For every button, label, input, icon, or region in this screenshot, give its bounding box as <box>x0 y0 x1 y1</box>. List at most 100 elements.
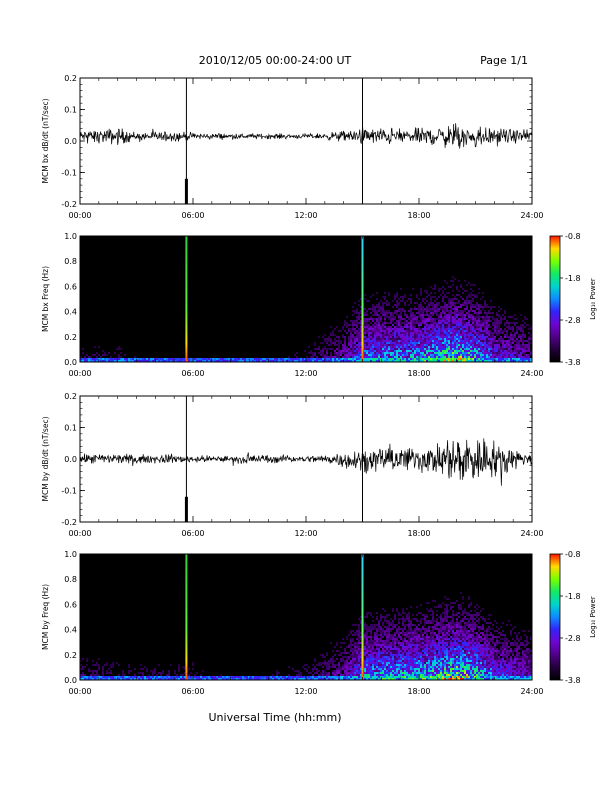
spectrogram-cell <box>296 670 298 672</box>
spectrogram-cell <box>450 342 452 344</box>
spectrogram-cell <box>512 338 514 340</box>
spectrogram-cell <box>134 358 136 360</box>
spectrogram-cell <box>522 324 524 326</box>
spectrogram-cell <box>408 672 410 674</box>
spectrogram-cell <box>102 678 104 680</box>
spectrogram-cell <box>414 302 416 304</box>
spectrogram-cell <box>496 312 498 314</box>
spectrogram-cell <box>440 348 442 350</box>
spectrogram-cell <box>376 312 378 314</box>
spectrogram-cell <box>446 282 448 284</box>
spectrogram-cell <box>382 296 384 298</box>
spectrogram-cell <box>434 334 436 336</box>
spectrogram-cell <box>424 632 426 634</box>
spectrogram-cell <box>82 666 84 668</box>
spectrogram-cell <box>472 344 474 346</box>
spectrogram-cell <box>410 320 412 322</box>
spectrogram-cell <box>364 314 366 316</box>
spectrogram-cell <box>376 670 378 672</box>
spectrogram-cell <box>380 330 382 332</box>
spectrogram-cell <box>426 674 428 676</box>
spectrogram-cell <box>404 356 406 358</box>
spectrogram-cell <box>474 346 476 348</box>
spectrogram-cell <box>356 658 358 660</box>
spectrogram-cell <box>462 304 464 306</box>
spectrogram-cell <box>382 664 384 666</box>
spectrogram-cell <box>510 346 512 348</box>
spectrogram-cell <box>316 348 318 350</box>
spectrogram-cell <box>404 310 406 312</box>
spectrogram-cell <box>418 656 420 658</box>
spectrogram-cell <box>398 354 400 356</box>
spectrogram-cell <box>222 678 224 680</box>
spectrogram-cell <box>364 354 366 356</box>
spectrogram-cell <box>436 354 438 356</box>
spectrogram-cell <box>446 304 448 306</box>
spectrogram-cell <box>288 356 290 358</box>
spectrogram-cell <box>372 654 374 656</box>
spectrogram-cell <box>500 348 502 350</box>
spectrogram-cell <box>312 358 314 360</box>
spectrogram-cell <box>414 650 416 652</box>
spectrogram-cell <box>396 340 398 342</box>
spectrogram-cell <box>370 634 372 636</box>
spectrogram-cell <box>422 312 424 314</box>
spectrogram-cell <box>446 358 448 360</box>
spectrogram-cell <box>384 656 386 658</box>
spectrogram-cell <box>444 296 446 298</box>
spectrogram-cell <box>406 346 408 348</box>
spectrogram-cell <box>416 664 418 666</box>
spectrogram-cell <box>474 320 476 322</box>
spectrogram-cell <box>528 328 530 330</box>
spectrogram-cell <box>462 288 464 290</box>
spectrogram-cell <box>420 328 422 330</box>
spectrogram-cell <box>482 352 484 354</box>
spectrogram-cell <box>404 302 406 304</box>
spectrogram-cell <box>146 676 148 678</box>
spectrogram-cell <box>380 652 382 654</box>
spectrogram-cell <box>414 634 416 636</box>
spectrogram-cell <box>352 342 354 344</box>
spectrogram-cell <box>220 360 222 362</box>
spectrogram-cell <box>266 678 268 680</box>
spectrogram-cell <box>416 340 418 342</box>
spectrogram-cell <box>528 356 530 358</box>
spectrogram-cell <box>154 358 156 360</box>
spectrogram-cell <box>444 360 446 362</box>
spectrogram-cell <box>330 360 332 362</box>
spectrogram-cell <box>382 650 384 652</box>
spectrogram-cell <box>430 314 432 316</box>
spectrogram-cell <box>126 358 128 360</box>
spectrogram-cell <box>364 294 366 296</box>
spectrogram-cell <box>384 358 386 360</box>
spectrogram-cell <box>472 306 474 308</box>
spectrogram-cell <box>440 322 442 324</box>
spectrogram-cell <box>388 674 390 676</box>
spectrogram-cell <box>474 294 476 296</box>
spectrogram-cell <box>406 652 408 654</box>
spectrogram-cell <box>442 354 444 356</box>
spectrogram-cell <box>422 322 424 324</box>
spectrogram-cell <box>200 358 202 360</box>
spectrogram-cell <box>522 342 524 344</box>
spectrogram-cell <box>354 658 356 660</box>
spectrogram-cell <box>390 314 392 316</box>
spectrogram-cell <box>502 346 504 348</box>
spectrogram-cell <box>418 648 420 650</box>
spectrogram-cell <box>472 348 474 350</box>
spectrogram-cell <box>88 676 90 678</box>
spectrogram-cell <box>512 354 514 356</box>
spectrogram-cell <box>386 678 388 680</box>
spectrogram-cell <box>136 360 138 362</box>
spectrogram-cell <box>348 360 350 362</box>
spectrogram-cell <box>118 664 120 666</box>
spectrogram-cell <box>432 288 434 290</box>
spectrogram-cell <box>408 616 410 618</box>
spectrogram-cell <box>444 334 446 336</box>
spectrogram-cell <box>422 336 424 338</box>
spectrogram-cell <box>180 674 182 676</box>
spectrogram-cell <box>386 672 388 674</box>
spectrogram-cell <box>420 312 422 314</box>
spectrogram-cell <box>426 658 428 660</box>
spectrogram-cell <box>378 628 380 630</box>
